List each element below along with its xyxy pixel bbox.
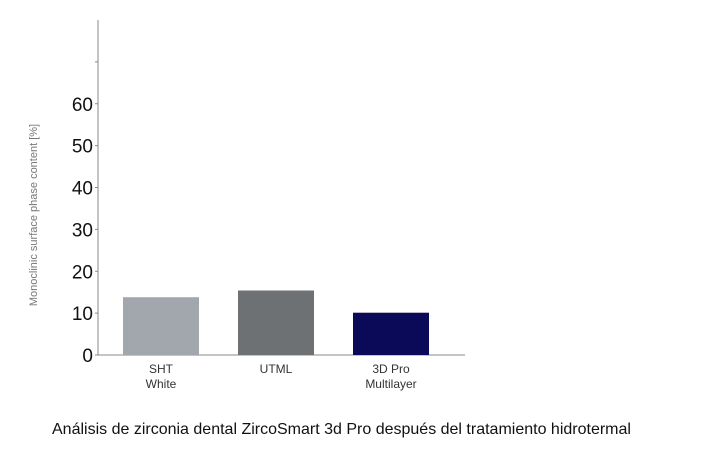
y-tick-label: 60: [72, 95, 93, 116]
y-tick-label: 30: [72, 220, 93, 241]
bar: [123, 297, 199, 355]
category-labels: SHT White UTML 3D Pro Multilayer: [146, 362, 417, 391]
category-label: SHT White: [146, 362, 177, 391]
bar: [353, 312, 429, 355]
y-tick-label: 40: [72, 179, 93, 200]
y-ticks: 0 10 20 30 40 50 60: [72, 61, 98, 367]
y-tick-label: 50: [72, 137, 93, 158]
y-axis-title: Monoclinic surface phase content [%]: [28, 124, 40, 306]
category-label: UTML: [260, 362, 293, 376]
category-label: 3D Pro Multilayer: [365, 362, 416, 391]
y-tick-label: 10: [72, 304, 93, 325]
y-tick-label: 0: [82, 346, 93, 367]
bar: [238, 290, 314, 355]
bars: [123, 290, 429, 355]
figure-caption: Análisis de zirconia dental ZircoSmart 3…: [52, 421, 631, 438]
y-tick-label: 20: [72, 262, 93, 283]
